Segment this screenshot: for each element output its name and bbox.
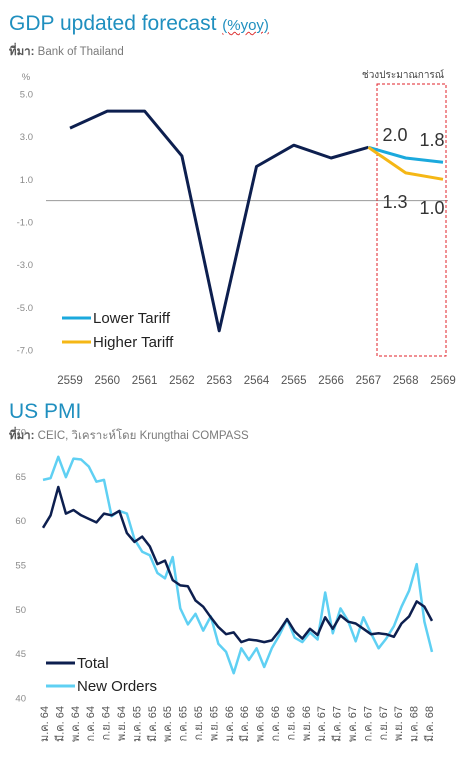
pmi-x-tick: ก.ค. 65	[178, 706, 190, 741]
pmi-x-tick: ม.ค. 65	[131, 706, 143, 742]
pmi-x-tick: มี.ค. 67	[331, 706, 344, 742]
pmi-x-tick: มี.ค. 65	[146, 706, 159, 742]
pmi-x-tick: พ.ค. 64	[70, 706, 82, 742]
pmi-x-tick: พ.ค. 66	[255, 706, 267, 742]
pmi-x-tick: พ.ย. 66	[301, 706, 313, 741]
pmi-x-tick: ก.ย. 65	[193, 706, 205, 741]
pmi-legend-neworders-label: New Orders	[77, 678, 157, 695]
gdp-y-tick: -3.0	[17, 260, 33, 271]
pmi-legend-total-label: Total	[77, 655, 109, 672]
gdp-x-tick: 2561	[132, 375, 158, 387]
gdp-y-tick: 1.0	[20, 175, 33, 186]
gdp-x-tick: 2560	[95, 375, 121, 387]
gdp-x-tick: 2565	[281, 375, 307, 387]
pmi-y-tick: 60	[15, 516, 26, 527]
gdp-x-tick: 2563	[206, 375, 232, 387]
pmi-title-text: US PMI	[9, 400, 82, 423]
gdp-series-lower-line	[367, 145, 444, 164]
gdp-y-tick: -5.0	[17, 303, 33, 314]
gdp-legend-higher-label: Higher Tariff	[93, 334, 174, 351]
gdp-x-tick: 2559	[57, 375, 83, 387]
pmi-source-prefix: ที่มา:	[9, 430, 35, 442]
pmi-x-tick: ม.ค. 67	[316, 706, 328, 742]
gdp-series-higher-line	[367, 146, 444, 181]
gdp-unit-text: (%yoy)	[222, 17, 269, 34]
gdp-y-unit: %	[22, 72, 31, 83]
gdp-source-text: Bank of Thailand	[37, 46, 124, 58]
pmi-source: ที่มา: CEIC, วิเคราะห์โดย Krungthai COMP…	[9, 427, 249, 445]
pmi-y-tick: 55	[15, 561, 26, 572]
pmi-x-tick: มี.ค. 64	[53, 706, 66, 742]
gdp-y-tick: -7.0	[17, 346, 33, 357]
gdp-title-text: GDP updated forecast	[9, 12, 217, 35]
pmi-x-tick: มี.ค. 68	[423, 706, 436, 742]
pmi-chart-title: US PMI	[9, 400, 81, 424]
pmi-x-tick: ม.ค. 66	[224, 706, 236, 742]
gdp-y-tick: -1.0	[17, 218, 33, 229]
pmi-x-tick: ก.ย. 64	[101, 706, 113, 741]
gdp-chart-title: GDP updated forecast (%yoy)	[9, 12, 269, 36]
pmi-x-tick: ก.ย. 67	[378, 706, 390, 741]
pmi-x-tick: ก.ค. 66	[270, 706, 282, 741]
gdp-label-higher-2568: 1.3	[382, 192, 407, 212]
pmi-series-total-line	[41, 485, 434, 644]
gdp-label-higher-2569: 1.0	[419, 198, 444, 218]
pmi-x-tick: ก.ย. 66	[285, 706, 297, 741]
pmi-series-new_orders-line	[42, 455, 434, 675]
pmi-x-tick: ม.ค. 68	[409, 706, 421, 742]
gdp-x-tick: 2569	[430, 375, 456, 387]
gdp-y-tick: 3.0	[20, 132, 33, 143]
gdp-x-tick: 2568	[393, 375, 419, 387]
pmi-source-text: CEIC, วิเคราะห์โดย Krungthai COMPASS	[37, 430, 249, 442]
gdp-legend-lower-label: Lower Tariff	[93, 310, 171, 327]
pmi-x-tick: ก.ค. 64	[85, 706, 97, 741]
pmi-x-tick: พ.ค. 65	[162, 706, 174, 742]
gdp-y-tick: 5.0	[20, 90, 33, 101]
pmi-x-tick: พ.ย. 64	[116, 706, 128, 741]
gdp-x-tick: 2562	[169, 375, 195, 387]
pmi-y-tick: 65	[15, 472, 26, 483]
gdp-forecast-box	[376, 83, 447, 357]
pmi-x-tick: พ.ย. 67	[393, 706, 405, 741]
gdp-label-lower-2569: 1.8	[419, 130, 444, 150]
gdp-label-lower-2568: 2.0	[382, 125, 407, 145]
pmi-y-tick: 40	[15, 694, 26, 705]
gdp-x-tick: 2564	[244, 375, 270, 387]
pmi-x-tick: มี.ค. 66	[238, 706, 251, 742]
pmi-y-tick: 70	[15, 428, 26, 439]
pmi-x-tick: ก.ค. 67	[362, 706, 374, 741]
pmi-y-tick: 50	[15, 605, 26, 616]
gdp-x-tick: 2566	[318, 375, 344, 387]
pmi-y-tick: 45	[15, 649, 26, 660]
pmi-x-tick: พ.ย. 65	[208, 706, 220, 741]
gdp-source: ที่มา: Bank of Thailand	[9, 43, 124, 61]
gdp-source-prefix: ที่มา:	[9, 46, 35, 58]
gdp-series-actual-line	[69, 109, 369, 333]
gdp-x-tick: 2567	[356, 375, 382, 387]
gdp-forecast-label: ช่วงประมาณการณ์	[362, 69, 444, 81]
pmi-x-tick: ม.ค. 64	[39, 706, 51, 742]
pmi-x-tick: พ.ค. 67	[347, 706, 359, 742]
